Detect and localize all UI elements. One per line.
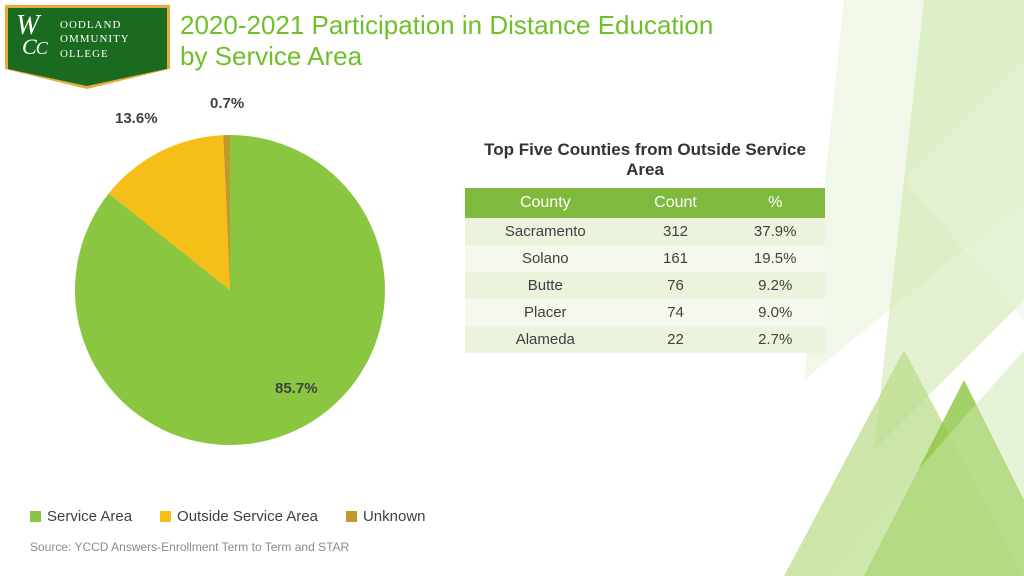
table-cell: Solano — [465, 245, 626, 272]
logo-line1: OODLAND — [60, 18, 159, 32]
table-cell: Sacramento — [465, 218, 626, 245]
table-cell: 312 — [626, 218, 726, 245]
chart-legend: Service Area Outside Service Area Unknow… — [30, 508, 426, 525]
pie-label-outside: 13.6% — [115, 110, 158, 127]
legend-label: Unknown — [363, 508, 426, 525]
legend-item: Unknown — [346, 508, 426, 525]
table-cell: 76 — [626, 272, 726, 299]
legend-swatch — [30, 511, 41, 522]
page-title: 2020-2021 Participation in Distance Educ… — [180, 10, 740, 72]
table-header-cell: County — [465, 188, 626, 218]
table-cell: 9.2% — [725, 272, 825, 299]
pie-label-unknown: 0.7% — [210, 95, 244, 112]
logo-line2: OMMUNITY — [60, 32, 159, 46]
legend-swatch — [160, 511, 171, 522]
table-title: Top Five Counties from Outside Service A… — [465, 140, 825, 180]
table-cell: Butte — [465, 272, 626, 299]
table-cell: Alameda — [465, 326, 626, 353]
counties-table: CountyCount% Sacramento31237.9%Solano161… — [465, 188, 825, 353]
table-row: Alameda222.7% — [465, 326, 825, 353]
table-cell: Placer — [465, 299, 626, 326]
table-cell: 161 — [626, 245, 726, 272]
counties-table-block: Top Five Counties from Outside Service A… — [465, 140, 825, 353]
legend-item: Service Area — [30, 508, 132, 525]
table-header-cell: Count — [626, 188, 726, 218]
logo-line3: OLLEGE — [60, 47, 159, 61]
legend-label: Service Area — [47, 508, 132, 525]
legend-item: Outside Service Area — [160, 508, 318, 525]
college-logo: WCC OODLAND OMMUNITY OLLEGE — [5, 5, 170, 89]
table-cell: 22 — [626, 326, 726, 353]
table-row: Sacramento31237.9% — [465, 218, 825, 245]
table-cell: 37.9% — [725, 218, 825, 245]
legend-swatch — [346, 511, 357, 522]
table-cell: 9.0% — [725, 299, 825, 326]
table-cell: 74 — [626, 299, 726, 326]
pie-label-service-area: 85.7% — [275, 380, 318, 397]
pie-chart: 85.7% 13.6% 0.7% — [60, 115, 400, 455]
source-text: Source: YCCD Answers-Enrollment Term to … — [30, 540, 349, 554]
table-header-cell: % — [725, 188, 825, 218]
table-row: Butte769.2% — [465, 272, 825, 299]
table-row: Solano16119.5% — [465, 245, 825, 272]
legend-label: Outside Service Area — [177, 508, 318, 525]
table-cell: 2.7% — [725, 326, 825, 353]
table-cell: 19.5% — [725, 245, 825, 272]
table-row: Placer749.0% — [465, 299, 825, 326]
